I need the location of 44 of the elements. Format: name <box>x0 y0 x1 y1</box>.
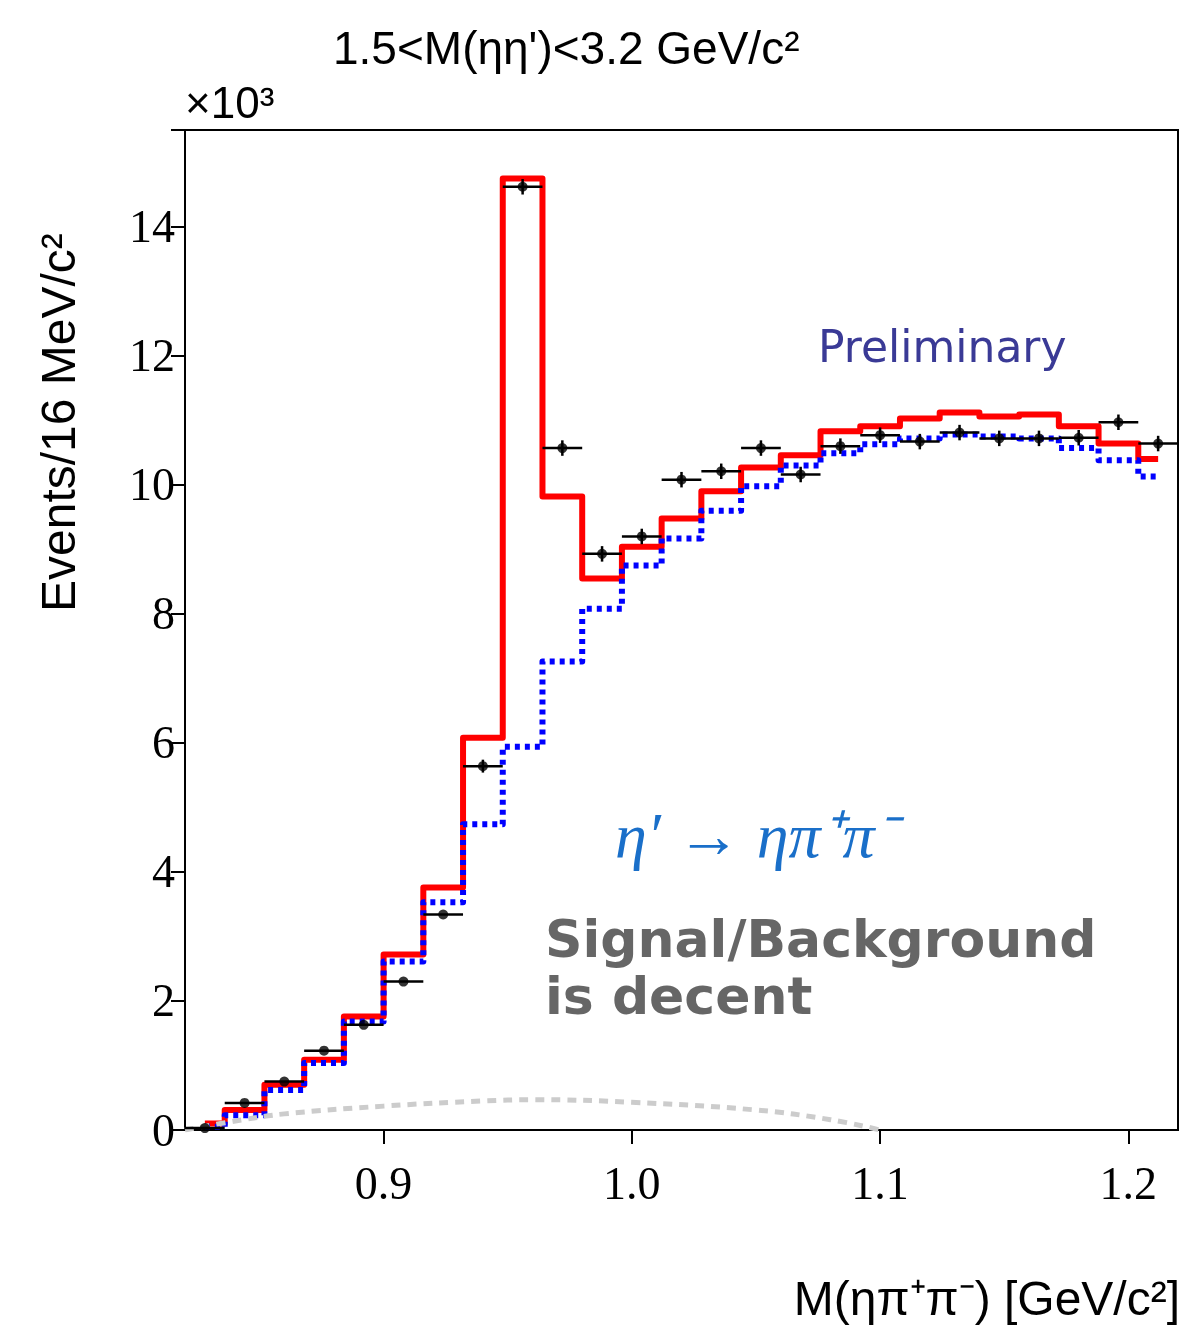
point <box>239 1097 250 1108</box>
point <box>914 436 925 447</box>
x-tick-label: 1.0 <box>603 1157 661 1209</box>
y-tick-label: 4 <box>152 846 175 898</box>
point <box>597 548 608 559</box>
y-axis-title: Events/16 MeV/c² <box>31 233 85 612</box>
annotation: Preliminary <box>818 320 1067 372</box>
point <box>557 443 568 454</box>
point <box>755 443 766 454</box>
y-tick-label: 12 <box>129 330 175 382</box>
point <box>994 433 1005 444</box>
point <box>319 1045 330 1056</box>
point <box>954 427 965 438</box>
point <box>795 469 806 480</box>
x-tick-label: 1.2 <box>1099 1157 1158 1209</box>
annotation: η′ → ηπ⁺π⁻ <box>615 799 905 871</box>
y-tick-label: 0 <box>152 1104 175 1156</box>
point <box>1073 432 1084 443</box>
point <box>199 1123 210 1134</box>
annotation: Signal/Background is decent <box>545 908 1115 1026</box>
point <box>517 181 528 192</box>
point <box>279 1076 290 1087</box>
y-tick-label: 14 <box>129 201 175 253</box>
point <box>676 474 687 485</box>
text: ×10³ <box>185 77 275 127</box>
point <box>1153 438 1164 449</box>
chart-title: 1.5<M(ηη')<3.2 GeV/c² <box>333 22 800 74</box>
point <box>477 761 488 772</box>
point <box>835 441 846 452</box>
point <box>716 466 727 477</box>
point <box>1113 417 1124 428</box>
point <box>1033 433 1044 444</box>
y-tick-label: 10 <box>129 459 175 511</box>
y-tick-label: 8 <box>152 588 175 640</box>
point <box>438 909 449 920</box>
x-axis-title: M(ηπ⁺π⁻) [GeV/c²] <box>793 1271 1180 1325</box>
point <box>358 1019 369 1030</box>
point <box>875 430 886 441</box>
y-tick-label: 2 <box>152 975 175 1027</box>
point <box>398 976 409 987</box>
x-tick-label: 1.1 <box>851 1157 909 1209</box>
x-tick-label: 0.9 <box>354 1157 413 1209</box>
y-tick-label: 6 <box>152 717 175 769</box>
point <box>636 531 647 542</box>
